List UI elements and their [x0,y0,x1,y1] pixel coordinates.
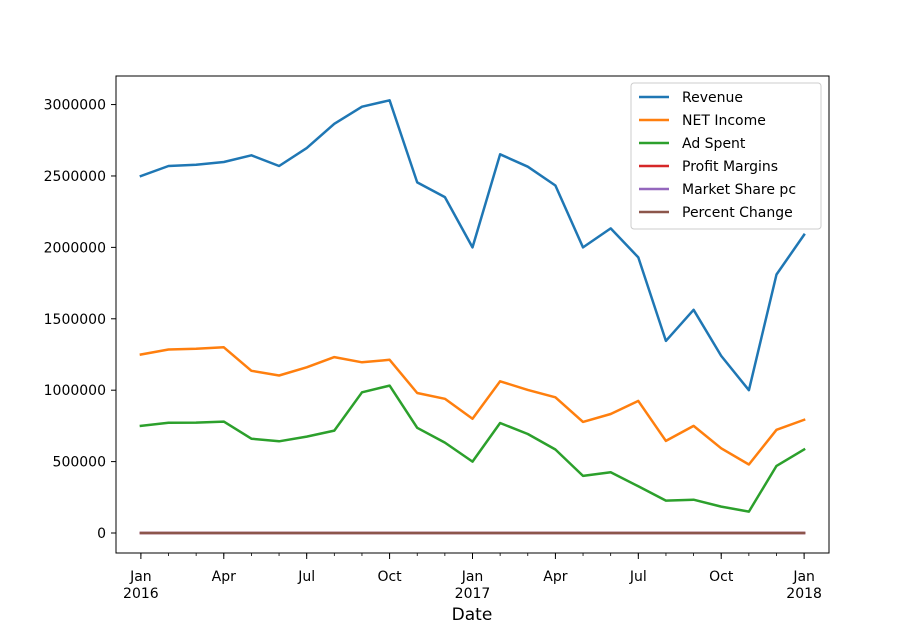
axes: 0 500000 1000000 1500000 2000000 2500000 30000… [44,75,830,602]
legend-entry-label: Market Share pc [682,182,796,198]
legend-entry-label: Percent Change [682,205,793,221]
series-line-revenue [139,99,806,392]
legend-box [630,82,822,230]
y-tick-label: 500000 [53,455,106,471]
y-tick-label: 1000000 [44,383,106,399]
y-tick-label: 3000000 [44,98,106,114]
legend: Revenue NET Income Ad Spent Profit Margins M… [630,82,822,230]
y-tick-label: 0 [97,526,106,542]
series-line-ad-spent [139,384,806,513]
series-line-net-income [139,346,806,466]
y-tick-label: 2000000 [44,240,106,256]
legend-entry-label: Profit Margins [682,159,778,175]
x-tick-label: Apr [212,569,236,585]
x-tick-label: Apr [543,569,567,585]
x-tick-label: Jan [129,569,152,585]
x-tick-label: Jul [629,569,647,585]
y-tick-label: 1500000 [44,312,106,328]
series-lines [139,99,806,535]
x-tick-label: Jan [792,569,815,585]
x-tick-label: Oct [377,569,402,585]
x-axis-label: Date [452,605,493,625]
legend-entry-label: Ad Spent [682,136,746,152]
legend-entry-label: Revenue [682,90,743,106]
x-tick-label: Jan [461,569,484,585]
x-tick-year-label: 2016 [123,586,159,602]
y-tick-label: 2500000 [44,169,106,185]
x-tick-label: Jul [297,569,315,585]
x-tick-label: Oct [709,569,734,585]
x-tick-year-label: 2018 [786,586,822,602]
x-tick-year-label: 2017 [455,586,491,602]
legend-entry-label: NET Income [682,113,766,129]
